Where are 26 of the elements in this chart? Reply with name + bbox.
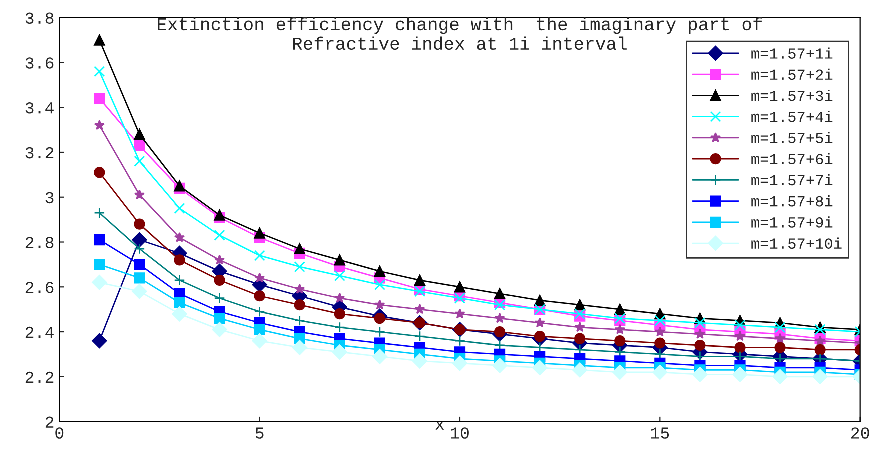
y-tick-label: 3.2	[26, 147, 54, 159]
legend-label: m=1.57+10i	[752, 238, 842, 250]
chart-title: Extinction efficiency change with the imaginary part of Refractive index at 1i interval	[158, 17, 762, 50]
legend-label: m=1.57+8i	[752, 196, 833, 207]
y-tick-label: 2.8	[26, 237, 54, 248]
y-tick-label: 3.4	[26, 102, 54, 114]
x-tick-label: 15	[651, 428, 670, 439]
y-tick-label: 3	[46, 192, 54, 204]
legend-label: m=1.57+6i	[752, 153, 833, 165]
legend-label: m=1.57+4i	[752, 111, 833, 122]
x-tick-label: 0	[56, 428, 64, 439]
x-tick-label: 20	[852, 428, 870, 439]
legend-label: m=1.57+2i	[752, 68, 833, 80]
legend-label: m=1.57+1i	[752, 48, 833, 59]
legend-label: m=1.57+3i	[752, 90, 833, 102]
y-tick-label: 3.6	[26, 58, 54, 69]
legend-label: m=1.57+7i	[752, 174, 833, 186]
legend-label: m=1.57+5i	[752, 132, 833, 144]
legend-label: m=1.57+9i	[752, 216, 833, 228]
x-tick-label: 10	[451, 428, 469, 439]
y-tick-label: 2.2	[26, 372, 54, 383]
x-tick-label: 5	[256, 428, 264, 439]
y-tick-label: 3.8	[26, 12, 54, 24]
y-tick-label: 2	[46, 416, 54, 428]
y-tick-label: 2.6	[26, 282, 54, 294]
y-tick-label: 2.4	[26, 326, 54, 338]
